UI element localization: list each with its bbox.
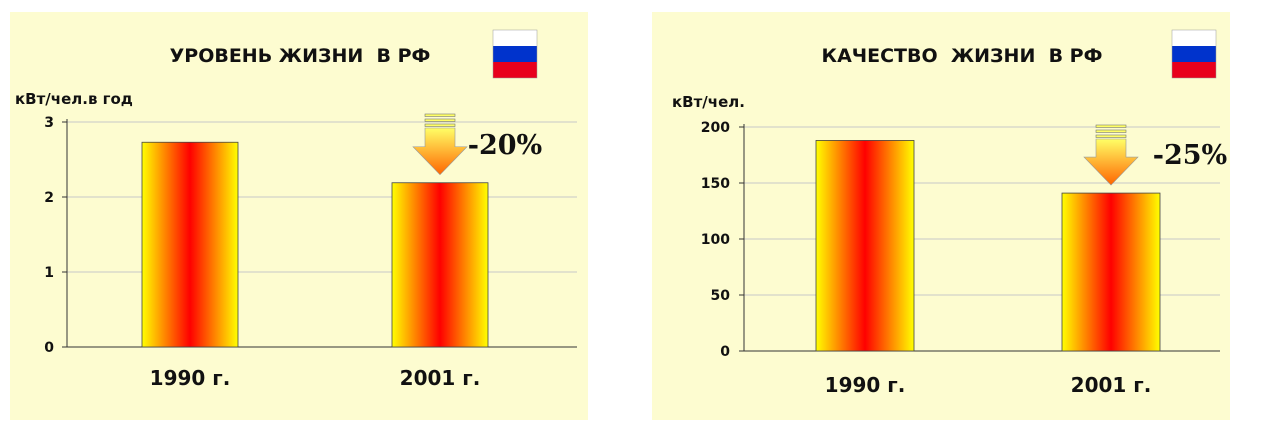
y-tick-label: 150 [701, 176, 730, 192]
y-tick-label: 2 [44, 190, 54, 206]
flag-stripe [1172, 62, 1216, 78]
y-tick-label: 200 [701, 120, 730, 136]
bar-2 [391, 182, 489, 348]
x-category-label: 1990 г. [825, 373, 906, 397]
flag-stripe [1172, 30, 1216, 46]
chart-title: УРОВЕНЬ ЖИЗНИ В РФ [170, 45, 431, 67]
y-tick-label: 0 [720, 344, 730, 360]
y-tick-label: 50 [711, 288, 731, 304]
arrow-stripe [424, 123, 456, 127]
chart-title: КАЧЕСТВО ЖИЗНИ В РФ [822, 45, 1103, 67]
x-category-label: 1990 г. [150, 366, 231, 390]
flag-border [492, 29, 538, 79]
y-axis-unit-label: кВт/чел. [672, 93, 745, 111]
arrow-stripe [1095, 134, 1127, 138]
x-category-label: 2001 г. [1071, 373, 1152, 397]
y-tick-label: 3 [44, 115, 54, 131]
chart-panel-quality-of-life: КАЧЕСТВО ЖИЗНИ В РФ кВт/чел. 0 50 100 150 200 1… [652, 12, 1230, 420]
decline-arrow-icon [1083, 124, 1139, 186]
y-axis-unit-label: кВт/чел.в год [15, 90, 133, 108]
arrow-body [1083, 138, 1139, 186]
arrow-stripe [1095, 129, 1127, 133]
bar-chart-living-standard: УРОВЕНЬ ЖИЗНИ В РФ кВт/чел.в год 0 1 2 3 1990 … [15, 29, 577, 390]
russia-flag-icon [1171, 29, 1217, 79]
bar-1 [815, 140, 915, 352]
decline-arrow-icon [412, 113, 468, 176]
x-category-label: 2001 г. [400, 366, 481, 390]
chart-panel-living-standard: УРОВЕНЬ ЖИЗНИ В РФ кВт/чел.в год 0 1 2 3 1990 … [10, 12, 588, 420]
russia-flag-icon [492, 29, 538, 79]
flag-stripe [1172, 46, 1216, 62]
arrow-stripe [424, 118, 456, 122]
bar-2 [1061, 192, 1161, 352]
flag-border [1171, 29, 1217, 79]
flag-stripe [493, 46, 537, 62]
y-tick-label: 0 [44, 340, 54, 356]
change-percent-annotation: -20% [468, 130, 542, 161]
bar-1 [141, 141, 239, 348]
change-percent-annotation: -25% [1153, 140, 1227, 171]
flag-stripe [493, 62, 537, 78]
arrow-stripe [424, 113, 456, 117]
y-tick-label: 1 [44, 265, 54, 281]
bar-chart-quality-of-life: КАЧЕСТВО ЖИЗНИ В РФкВт/чел.0501001502001… [672, 29, 1227, 397]
flag-stripe [493, 30, 537, 46]
arrow-body [412, 127, 468, 176]
arrow-stripe [1095, 124, 1127, 128]
y-tick-label: 100 [701, 232, 730, 248]
